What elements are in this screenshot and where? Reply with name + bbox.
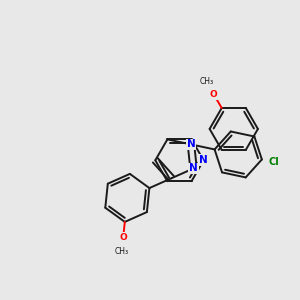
- Text: N: N: [189, 164, 198, 173]
- Text: O: O: [119, 233, 127, 242]
- Text: O: O: [210, 90, 218, 99]
- Text: Cl: Cl: [269, 157, 280, 167]
- Text: CH₃: CH₃: [200, 77, 214, 86]
- Text: N: N: [199, 155, 208, 165]
- Text: CH₃: CH₃: [115, 248, 129, 256]
- Text: N: N: [187, 140, 195, 149]
